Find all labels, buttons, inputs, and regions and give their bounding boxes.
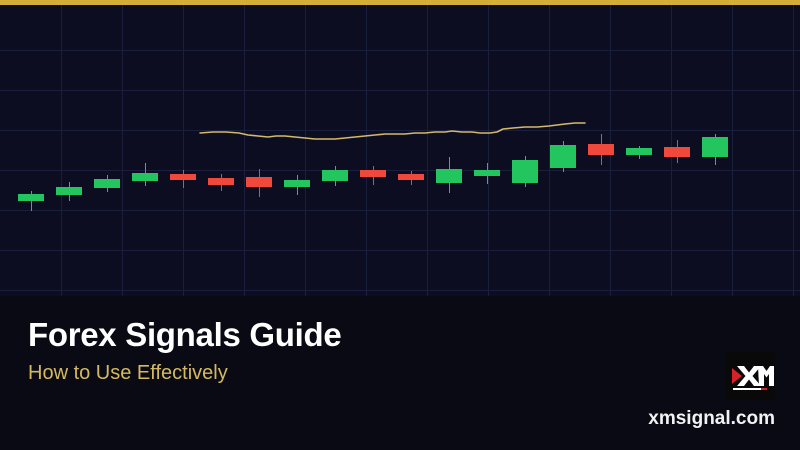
candlestick-body bbox=[208, 178, 234, 185]
candlestick-body bbox=[588, 144, 614, 155]
candlestick-15 bbox=[550, 141, 576, 172]
candlestick-body bbox=[94, 179, 120, 188]
gridline-vertical bbox=[61, 5, 62, 296]
gridline-vertical bbox=[427, 5, 428, 296]
candlestick-2 bbox=[56, 182, 82, 201]
candlestick-body bbox=[398, 174, 424, 180]
page-title: Forex Signals Guide bbox=[28, 316, 342, 353]
candlestick-11 bbox=[398, 171, 424, 185]
gridline-vertical bbox=[549, 5, 550, 296]
candlestick-14 bbox=[512, 156, 538, 187]
gridline-horizontal bbox=[0, 50, 800, 51]
candlestick-body bbox=[626, 148, 652, 155]
candlestick-body bbox=[550, 145, 576, 168]
candlestick-body bbox=[512, 160, 538, 183]
gridline-horizontal bbox=[0, 130, 800, 131]
candlestick-7 bbox=[246, 169, 272, 197]
top-accent-bar bbox=[0, 0, 800, 5]
gridline-vertical bbox=[183, 5, 184, 296]
candlestick-body bbox=[664, 147, 690, 157]
gridline-horizontal bbox=[0, 210, 800, 211]
moving-average-trendline bbox=[199, 122, 586, 140]
candlestick-5 bbox=[170, 170, 196, 188]
candlestick-6 bbox=[208, 174, 234, 191]
gridline-vertical bbox=[732, 5, 733, 296]
candlestick-18 bbox=[664, 140, 690, 163]
gridline-horizontal bbox=[0, 250, 800, 251]
candlestick-body bbox=[436, 169, 462, 183]
candlestick-9 bbox=[322, 166, 348, 186]
gridline-horizontal bbox=[0, 290, 800, 291]
candlestick-wick bbox=[30, 191, 32, 211]
candlestick-body bbox=[56, 187, 82, 195]
candlestick-3 bbox=[94, 175, 120, 192]
candlestick-body bbox=[284, 180, 310, 187]
gridline-vertical bbox=[793, 5, 794, 296]
xm-logo-mark bbox=[732, 366, 774, 386]
gridline-vertical bbox=[122, 5, 123, 296]
candlestick-1 bbox=[18, 191, 44, 211]
gridline-vertical bbox=[305, 5, 306, 296]
candlestick-body bbox=[132, 173, 158, 181]
candlestick-body bbox=[18, 194, 44, 201]
candlestick-8 bbox=[284, 175, 310, 195]
xm-logo-underline-accent bbox=[761, 388, 767, 390]
candlestick-17 bbox=[626, 146, 652, 159]
candlestick-12 bbox=[436, 157, 462, 193]
gridline-vertical bbox=[488, 5, 489, 296]
candlestick-4 bbox=[132, 163, 158, 186]
page-subtitle: How to Use Effectively bbox=[28, 362, 228, 384]
website-domain[interactable]: xmsignal.com bbox=[648, 408, 775, 429]
candlestick-10 bbox=[360, 166, 386, 185]
candlestick-13 bbox=[474, 163, 500, 184]
candlestick-chart-panel bbox=[0, 5, 800, 296]
candlestick-body bbox=[360, 170, 386, 177]
title-panel: Forex Signals Guide How to Use Effective… bbox=[0, 296, 800, 450]
xm-logo[interactable] bbox=[725, 352, 775, 400]
candlestick-body bbox=[702, 137, 728, 157]
candlestick-16 bbox=[588, 134, 614, 165]
gridline-vertical bbox=[244, 5, 245, 296]
candlestick-body bbox=[322, 170, 348, 181]
gridline-horizontal bbox=[0, 170, 800, 171]
xm-logo-underline bbox=[733, 388, 767, 390]
candlestick-body bbox=[170, 174, 196, 180]
candlestick-body bbox=[246, 177, 272, 187]
candlestick-body bbox=[474, 170, 500, 176]
gridline-vertical bbox=[366, 5, 367, 296]
candlestick-19 bbox=[702, 134, 728, 165]
gridline-horizontal bbox=[0, 90, 800, 91]
